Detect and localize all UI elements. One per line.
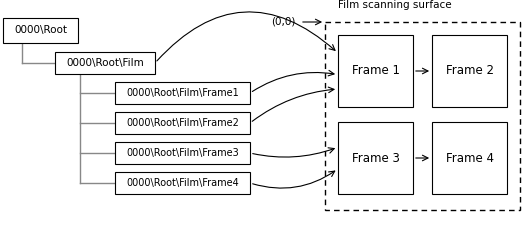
Text: 0000\Root\Film: 0000\Root\Film bbox=[66, 58, 144, 68]
Bar bbox=[325, 22, 520, 210]
Bar bbox=[115, 112, 250, 134]
Bar bbox=[115, 82, 250, 104]
Bar bbox=[338, 35, 413, 107]
Text: 0000\Root\Film\Frame3: 0000\Root\Film\Frame3 bbox=[126, 148, 239, 158]
Bar bbox=[338, 122, 413, 194]
Bar bbox=[3, 18, 78, 43]
Text: Frame 1: Frame 1 bbox=[352, 64, 400, 78]
Bar bbox=[55, 52, 155, 74]
Text: Film scanning surface: Film scanning surface bbox=[338, 0, 452, 10]
Text: 0000\Root: 0000\Root bbox=[14, 25, 67, 35]
Text: Frame 4: Frame 4 bbox=[446, 152, 493, 164]
Bar bbox=[432, 35, 507, 107]
Text: 0000\Root\Film\Frame4: 0000\Root\Film\Frame4 bbox=[126, 178, 239, 188]
Text: 0000\Root\Film\Frame2: 0000\Root\Film\Frame2 bbox=[126, 118, 239, 128]
Text: (0,0): (0,0) bbox=[270, 17, 295, 27]
Bar bbox=[432, 122, 507, 194]
Text: Frame 2: Frame 2 bbox=[446, 64, 493, 78]
Text: Frame 3: Frame 3 bbox=[352, 152, 400, 164]
Bar bbox=[115, 172, 250, 194]
Bar bbox=[115, 142, 250, 164]
Text: 0000\Root\Film\Frame1: 0000\Root\Film\Frame1 bbox=[126, 88, 239, 98]
